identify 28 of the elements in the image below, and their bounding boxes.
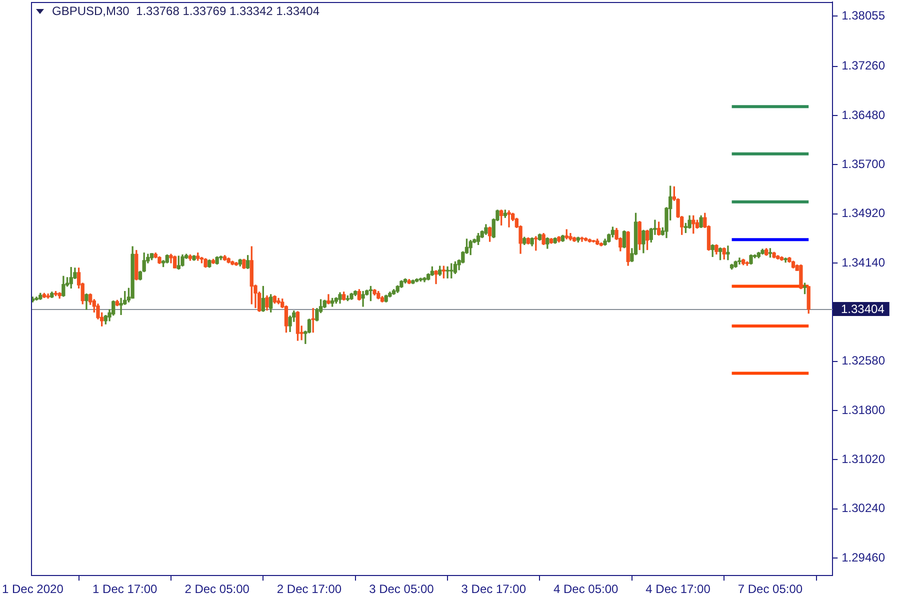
ref-line-label: 1.33404 [841, 302, 885, 316]
chart-title: GBPUSD,M30 1.33768 1.33769 1.33342 1.33404 [52, 4, 320, 18]
x-tick-label: 3 Dec 05:00 [369, 582, 434, 596]
y-tick-label: 1.38055 [842, 8, 886, 22]
x-tick-label: 1 Dec 17:00 [92, 582, 158, 596]
x-tick-label: 4 Dec 17:00 [646, 582, 711, 596]
y-tick-label: 1.31020 [842, 452, 886, 466]
x-tick-label: 1 Dec 2020 [2, 582, 64, 596]
y-tick-label: 1.31800 [842, 402, 886, 417]
y-tick-label: 1.34920 [842, 206, 886, 220]
y-tick-label: 1.34140 [842, 255, 886, 270]
y-tick-label: 1.37260 [842, 58, 886, 73]
y-tick-label: 1.36480 [842, 108, 886, 122]
x-tick-label: 2 Dec 17:00 [276, 582, 342, 596]
x-tick-label: 7 Dec 05:00 [738, 582, 803, 596]
candlestick [326, 294, 330, 304]
y-tick-label: 1.32580 [842, 354, 886, 368]
candlestick [434, 270, 438, 284]
x-tick-label: 4 Dec 05:00 [553, 582, 619, 596]
candlestick [507, 210, 511, 228]
candlestick [726, 246, 730, 260]
candlestick [446, 266, 450, 278]
x-tick-label: 2 Dec 05:00 [184, 582, 250, 596]
x-tick-label: 3 Dec 17:00 [461, 582, 526, 596]
candlestick [738, 258, 742, 265]
y-tick-label: 1.29460 [842, 550, 886, 564]
y-tick-label: 1.35700 [842, 156, 886, 171]
y-tick-label: 1.30240 [842, 501, 886, 516]
